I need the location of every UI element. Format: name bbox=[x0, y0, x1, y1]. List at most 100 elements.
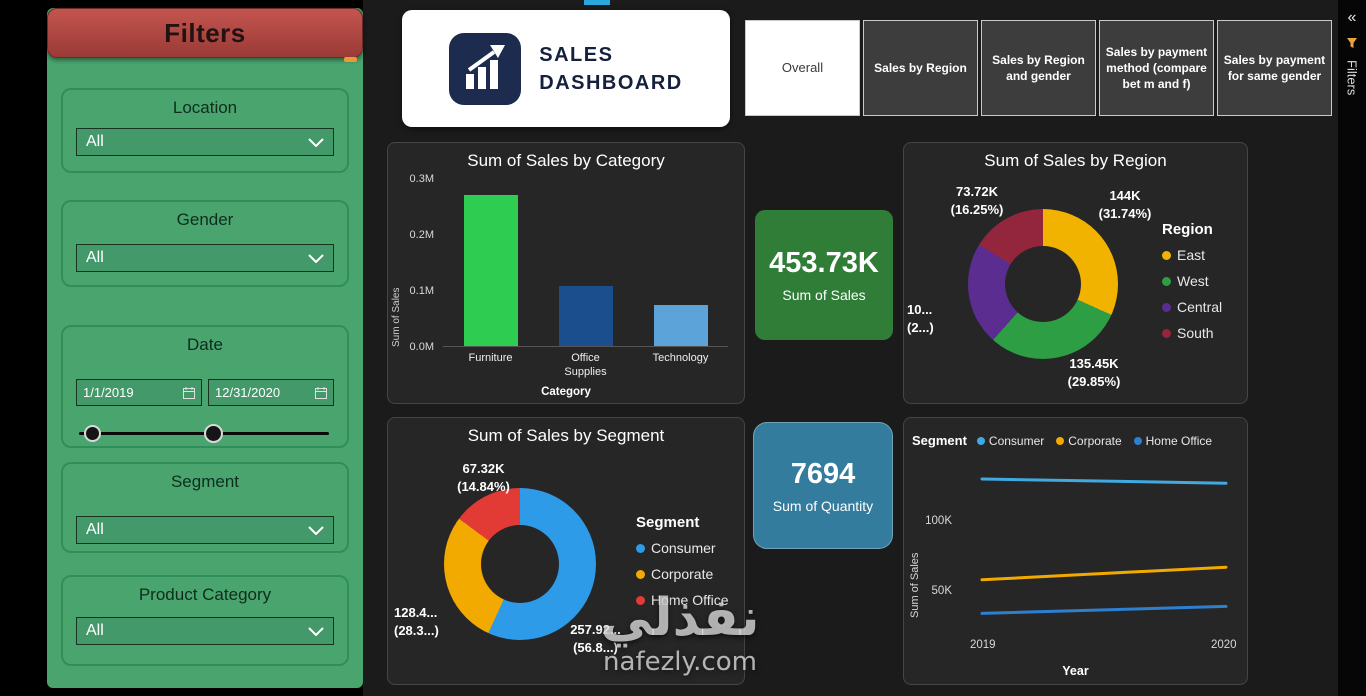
line-corporate[interactable] bbox=[980, 565, 1228, 582]
chart-title: Sum of Sales by Segment bbox=[467, 426, 665, 445]
legend-item-south[interactable]: South bbox=[1162, 325, 1222, 341]
segment-dropdown[interactable]: All bbox=[76, 516, 334, 544]
filter-funnel-icon[interactable] bbox=[1346, 37, 1358, 49]
y-tick-100k: 100K bbox=[925, 515, 952, 527]
bar-furniture[interactable] bbox=[463, 194, 518, 346]
legend-dot bbox=[636, 543, 645, 553]
sum-of-quantity-kpi-card[interactable]: 7694 Sum of Quantity bbox=[753, 422, 893, 549]
line-chart-legend: Segment Consumer Corporate Home Office bbox=[912, 433, 1212, 448]
legend-label: East bbox=[1177, 247, 1206, 263]
legend-item-east[interactable]: East bbox=[1162, 247, 1222, 263]
legend-label: Corporate bbox=[651, 566, 714, 582]
date-range-slider[interactable] bbox=[79, 422, 329, 444]
legend-label: Home Office bbox=[651, 592, 729, 608]
bar-technology[interactable] bbox=[653, 304, 708, 346]
nav-tab-sales-by-payment-method[interactable]: Sales by payment method (compare bet m a… bbox=[1099, 20, 1214, 116]
collapse-filters-button[interactable] bbox=[344, 57, 357, 62]
legend-dot bbox=[636, 595, 645, 605]
legend-item-west[interactable]: West bbox=[1162, 273, 1222, 289]
location-label: Location bbox=[172, 98, 238, 117]
expand-filters-pane-icon[interactable]: « bbox=[1347, 9, 1357, 26]
legend-label: Home Office bbox=[1145, 433, 1213, 448]
date-end-value: 12/31/2020 bbox=[215, 385, 281, 400]
chevron-down-icon bbox=[308, 525, 324, 535]
filters-panel-title: Filters bbox=[164, 17, 246, 48]
product-category-dropdown[interactable]: All bbox=[76, 617, 334, 645]
nav-tab-sales-by-region-and-gender[interactable]: Sales by Region and gender bbox=[981, 20, 1096, 116]
legend-item-home-office[interactable]: Home Office bbox=[636, 592, 729, 608]
legend-item-corporate[interactable]: Corporate bbox=[1056, 434, 1122, 448]
legend-title: Region bbox=[1162, 221, 1213, 238]
legend-dot bbox=[1162, 302, 1171, 312]
segment-legend-items: Consumer Corporate Home Office bbox=[636, 540, 729, 608]
legend-item-consumer[interactable]: Consumer bbox=[636, 540, 729, 556]
date-start-input[interactable]: 1/1/2019 bbox=[76, 379, 202, 406]
bar-category-label: Furniture bbox=[468, 352, 513, 364]
legend-dot bbox=[976, 436, 985, 445]
region-donut-chart[interactable] bbox=[968, 209, 1118, 359]
y-axis-label: Sum of Sales bbox=[909, 552, 921, 618]
legend-dot bbox=[1162, 276, 1171, 286]
kpi-value: 453.73K bbox=[769, 247, 879, 279]
calendar-icon bbox=[183, 386, 195, 399]
legend-dot bbox=[1133, 436, 1142, 445]
y-tick: 0.3M bbox=[409, 173, 434, 185]
sales-by-segment-card: Sum of Sales by Segment 67.32K (14.84%) 1… bbox=[387, 417, 745, 685]
date-start-value: 1/1/2019 bbox=[83, 385, 134, 400]
filter-group-segment: Segment All bbox=[61, 462, 349, 553]
gender-label: Gender bbox=[176, 210, 234, 229]
sum-of-sales-kpi-card[interactable]: 453.73K Sum of Sales bbox=[755, 210, 893, 340]
slider-handle-start[interactable] bbox=[84, 425, 101, 442]
top-scroll-indicator[interactable] bbox=[584, 0, 610, 5]
callout-south: 73.72K (16.25%) bbox=[950, 184, 1004, 217]
legend-label: Central bbox=[1177, 299, 1223, 315]
slider-handle-end[interactable] bbox=[204, 424, 223, 443]
line-home-office[interactable] bbox=[980, 604, 1228, 615]
page-nav-tabs: Overall Sales by Region Sales by Region … bbox=[745, 20, 1332, 116]
logo-line1: SALES bbox=[539, 43, 614, 66]
legend-title: Segment bbox=[636, 514, 700, 531]
x-axis-label: Year bbox=[1062, 664, 1089, 678]
logo-line2: DASHBOARD bbox=[539, 71, 683, 94]
filters-panel: Filters Location All Gender All Date 1/1… bbox=[47, 8, 363, 688]
calendar-icon bbox=[315, 386, 327, 399]
nav-tab-sales-by-region[interactable]: Sales by Region bbox=[863, 20, 978, 116]
line-consumer[interactable] bbox=[980, 477, 1228, 485]
filter-group-gender: Gender All bbox=[61, 200, 349, 287]
segment-legend: Segment Consumer Corporate Home Office bbox=[636, 514, 729, 618]
segment-donut-chart[interactable] bbox=[444, 488, 596, 640]
location-dropdown[interactable]: All bbox=[76, 128, 334, 156]
kpi-label: Sum of Sales bbox=[782, 287, 866, 303]
gender-dropdown[interactable]: All bbox=[76, 244, 334, 272]
segment-dropdown-value: All bbox=[86, 521, 104, 538]
callout-home-office: 67.32K (14.84%) bbox=[457, 461, 510, 494]
callout-east: 144K (31.74%) bbox=[1098, 188, 1152, 221]
legend-label: South bbox=[1177, 325, 1214, 341]
chart-title: Sum of Sales by Region bbox=[984, 151, 1167, 170]
nav-tab-overall[interactable]: Overall bbox=[745, 20, 860, 116]
filters-pane-rail: « Filters bbox=[1338, 0, 1366, 696]
x-tick-2020: 2020 bbox=[1211, 639, 1237, 651]
category-bar-yticks: 0.3M 0.2M 0.1M 0.0M bbox=[400, 173, 434, 353]
legend-label: Consumer bbox=[988, 433, 1045, 448]
logo-text: SALES DASHBOARD bbox=[539, 41, 683, 97]
date-end-input[interactable]: 12/31/2020 bbox=[208, 379, 334, 406]
legend-item-home-office[interactable]: Home Office bbox=[1133, 433, 1213, 448]
gender-dropdown-value: All bbox=[86, 249, 104, 266]
region-legend: Region East West Central South bbox=[1162, 221, 1222, 351]
product-category-label: Product Category bbox=[138, 585, 272, 604]
y-tick: 0.2M bbox=[409, 229, 434, 241]
nav-tab-sales-by-payment-same-gender[interactable]: Sales by payment for same gender bbox=[1217, 20, 1332, 116]
legend-item-corporate[interactable]: Corporate bbox=[636, 566, 729, 582]
legend-item-consumer[interactable]: Consumer bbox=[976, 433, 1045, 448]
region-legend-items: East West Central South bbox=[1162, 247, 1222, 341]
kpi-label: Sum of Quantity bbox=[772, 497, 874, 514]
legend-item-central[interactable]: Central bbox=[1162, 299, 1222, 315]
legend-dot bbox=[1162, 328, 1171, 338]
legend-label: Consumer bbox=[651, 540, 716, 556]
line-legend-items: Consumer Corporate Home Office bbox=[976, 433, 1213, 448]
chevron-down-icon bbox=[308, 253, 324, 263]
bar-office-supplies[interactable] bbox=[558, 286, 613, 346]
category-bar-plot bbox=[443, 179, 728, 347]
segment-label: Segment bbox=[170, 472, 240, 491]
